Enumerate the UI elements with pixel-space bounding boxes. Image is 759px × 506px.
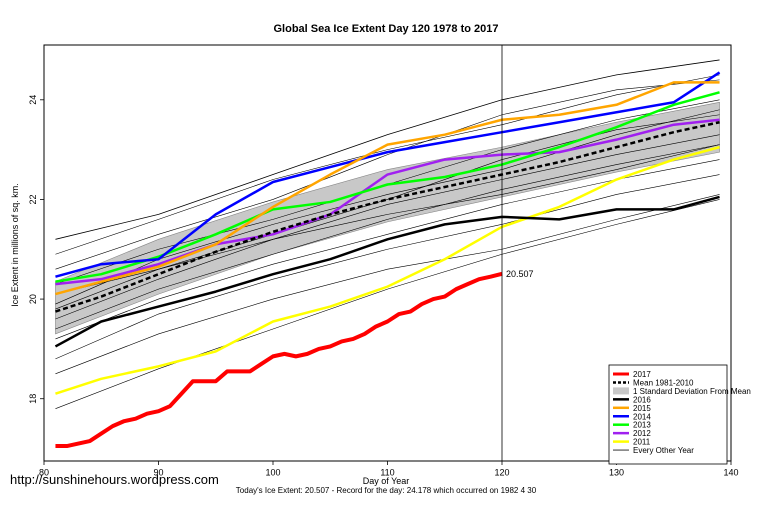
legend-label: 2014	[633, 412, 651, 421]
series-line-2013	[55, 91, 720, 283]
legend-label: 2013	[633, 421, 651, 430]
y-tick-label: 24	[28, 95, 38, 105]
y-axis-ticks: 18 20 22 24	[28, 95, 44, 404]
other-year-line	[55, 144, 720, 330]
legend-label: 2012	[633, 429, 651, 438]
series-line-2014	[55, 71, 721, 278]
legend-label: 1 Standard Deviation From Mean	[633, 387, 751, 396]
std-dev-band	[55, 101, 720, 335]
other-year-line	[55, 134, 720, 320]
y-tick-label: 20	[28, 294, 38, 304]
legend-label: 2011	[633, 438, 651, 447]
legend-label: Every Other Year	[633, 446, 694, 455]
series-line-2011	[55, 145, 720, 395]
other-year-line	[55, 199, 720, 409]
x-tick-label: 120	[494, 467, 509, 477]
x-tick-label: 90	[153, 467, 163, 477]
series-line-2017	[55, 271, 503, 449]
chart-title: Global Sea Ice Extent Day 120 1978 to 20…	[273, 23, 498, 35]
x-tick-label: 100	[265, 467, 280, 477]
other-year-line	[55, 174, 720, 360]
x-axis-ticks: 80 90 100 110 120 130 140	[39, 461, 739, 477]
other-year-line	[55, 114, 720, 310]
series-line-every-other-year	[55, 59, 720, 240]
series-line-2016	[54, 195, 720, 348]
other-years-layer	[55, 74, 720, 409]
series-line-2012	[55, 118, 720, 286]
series-line-2015	[55, 81, 720, 296]
legend-label: 2016	[633, 395, 651, 404]
series-layer	[54, 59, 721, 449]
series-line-mean-1981-2010	[55, 121, 720, 313]
watermark: http://sunshinehours.wordpress.com	[10, 472, 219, 487]
legend-label: 2017	[633, 370, 651, 379]
y-axis-label: Ice Extent in millions of sq. km.	[10, 183, 20, 307]
legend-label: 2015	[633, 404, 651, 413]
x-tick-label: 140	[723, 467, 738, 477]
x-tick-label: 130	[609, 467, 624, 477]
std-dev-band-layer	[55, 101, 720, 335]
other-year-line	[55, 74, 720, 255]
x-tick-label: 80	[39, 467, 49, 477]
x-axis-label: Day of Year	[363, 476, 410, 486]
y-tick-label: 18	[28, 394, 38, 404]
x-tick-label: 110	[380, 467, 394, 477]
legend-swatch	[613, 387, 629, 395]
current-value-annotation: 20.507	[506, 269, 534, 279]
legend-label: Mean 1981-2010	[633, 378, 694, 387]
footer-note: Today's Ice Extent: 20.507 - Record for …	[236, 486, 537, 495]
other-year-line	[55, 194, 720, 375]
other-year-line	[55, 79, 720, 270]
y-tick-label: 22	[28, 194, 38, 204]
